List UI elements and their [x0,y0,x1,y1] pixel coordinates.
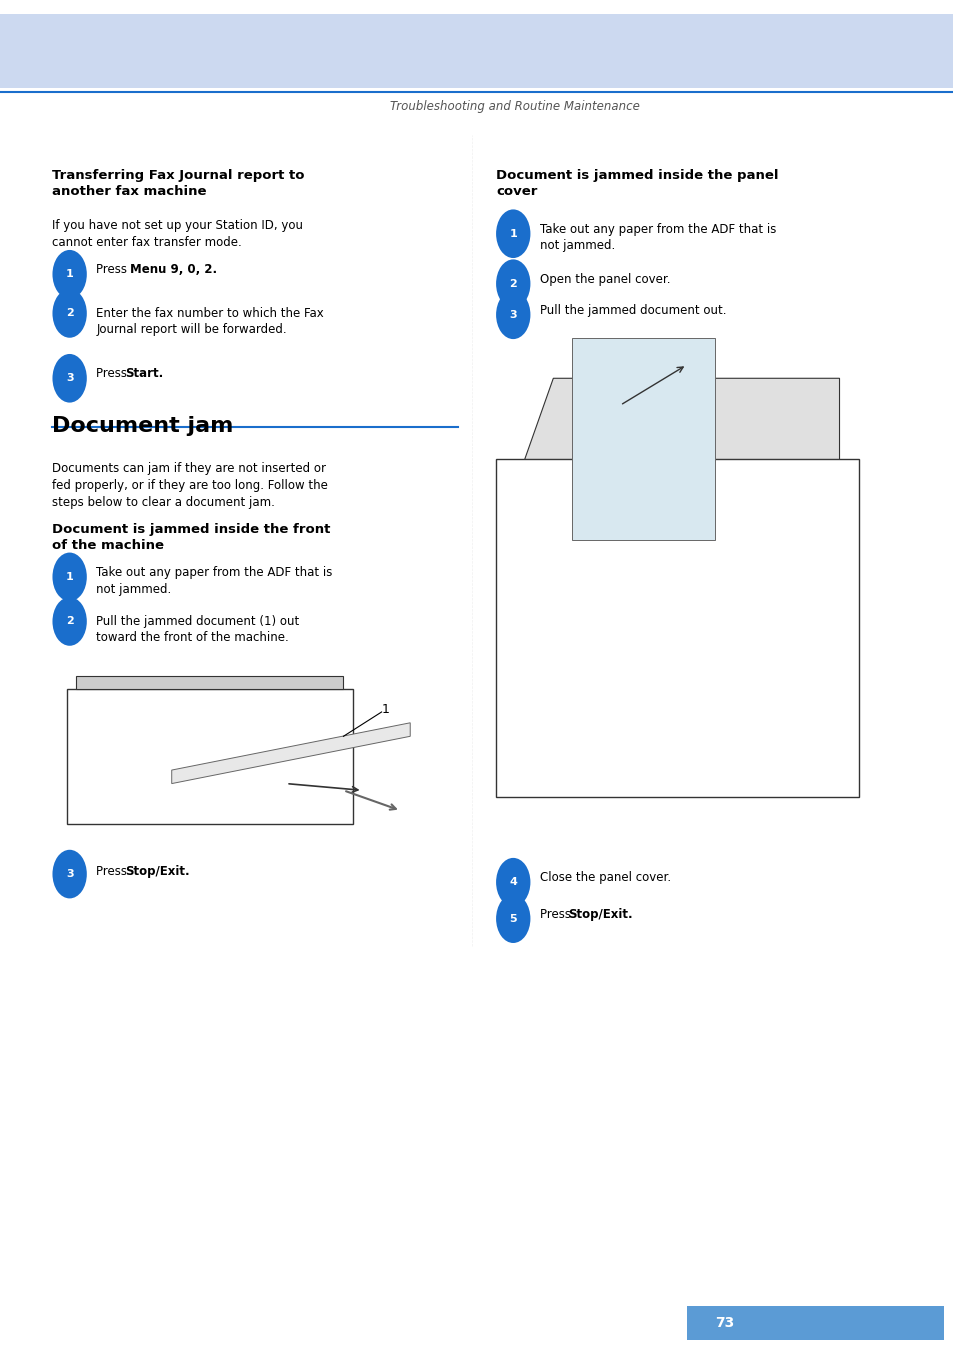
Text: Press: Press [96,367,131,381]
Text: Pull the jammed document out.: Pull the jammed document out. [539,304,725,317]
Circle shape [52,289,87,338]
Circle shape [496,209,530,258]
Circle shape [52,597,87,646]
Text: Take out any paper from the ADF that is
not jammed.: Take out any paper from the ADF that is … [96,566,333,596]
Text: Press: Press [539,908,574,921]
Circle shape [52,354,87,403]
Text: Press: Press [96,263,131,277]
Polygon shape [524,378,839,459]
Text: Enter the fax number to which the Fax
Journal report will be forwarded.: Enter the fax number to which the Fax Jo… [96,307,324,336]
Text: Documents can jam if they are not inserted or
fed properly, or if they are too l: Documents can jam if they are not insert… [52,462,328,509]
Text: If you have not set up your Station ID, you
cannot enter fax transfer mode.: If you have not set up your Station ID, … [52,219,303,249]
Text: 3: 3 [509,309,517,320]
FancyBboxPatch shape [686,1306,943,1340]
Polygon shape [172,723,410,784]
Text: Stop/Exit.: Stop/Exit. [125,865,190,878]
Text: 1: 1 [66,269,73,280]
Text: 5: 5 [509,913,517,924]
FancyBboxPatch shape [0,14,953,88]
Text: 3: 3 [66,869,73,880]
Circle shape [52,250,87,299]
Text: Troubleshooting and Routine Maintenance: Troubleshooting and Routine Maintenance [390,100,639,113]
Text: 3: 3 [66,373,73,384]
Text: 2: 2 [509,278,517,289]
Text: Menu 9, 0, 2.: Menu 9, 0, 2. [130,263,216,277]
Circle shape [496,858,530,907]
FancyBboxPatch shape [476,351,896,811]
Polygon shape [76,676,343,689]
Text: Open the panel cover.: Open the panel cover. [539,273,670,286]
Text: Transferring Fax Journal report to
another fax machine: Transferring Fax Journal report to anoth… [52,169,305,199]
Text: 1: 1 [66,571,73,582]
Polygon shape [572,338,715,540]
Circle shape [496,290,530,339]
Text: Close the panel cover.: Close the panel cover. [539,871,670,885]
Circle shape [496,894,530,943]
Text: Take out any paper from the ADF that is
not jammed.: Take out any paper from the ADF that is … [539,223,776,253]
Text: Start.: Start. [125,367,163,381]
Text: 73: 73 [715,1316,734,1329]
Text: Pull the jammed document (1) out
toward the front of the machine.: Pull the jammed document (1) out toward … [96,615,299,644]
FancyBboxPatch shape [52,655,434,851]
Circle shape [52,553,87,601]
Text: 1: 1 [381,703,389,716]
Text: 2: 2 [66,616,73,627]
Text: Document is jammed inside the front
of the machine: Document is jammed inside the front of t… [52,523,331,553]
Circle shape [496,259,530,308]
Circle shape [52,850,87,898]
Text: Document jam: Document jam [52,416,233,436]
Text: 2: 2 [66,308,73,319]
Text: Press: Press [96,865,131,878]
Text: 1: 1 [509,228,517,239]
Text: Stop/Exit.: Stop/Exit. [568,908,633,921]
Text: Document is jammed inside the panel
cover: Document is jammed inside the panel cove… [496,169,778,199]
Text: 4: 4 [509,877,517,888]
